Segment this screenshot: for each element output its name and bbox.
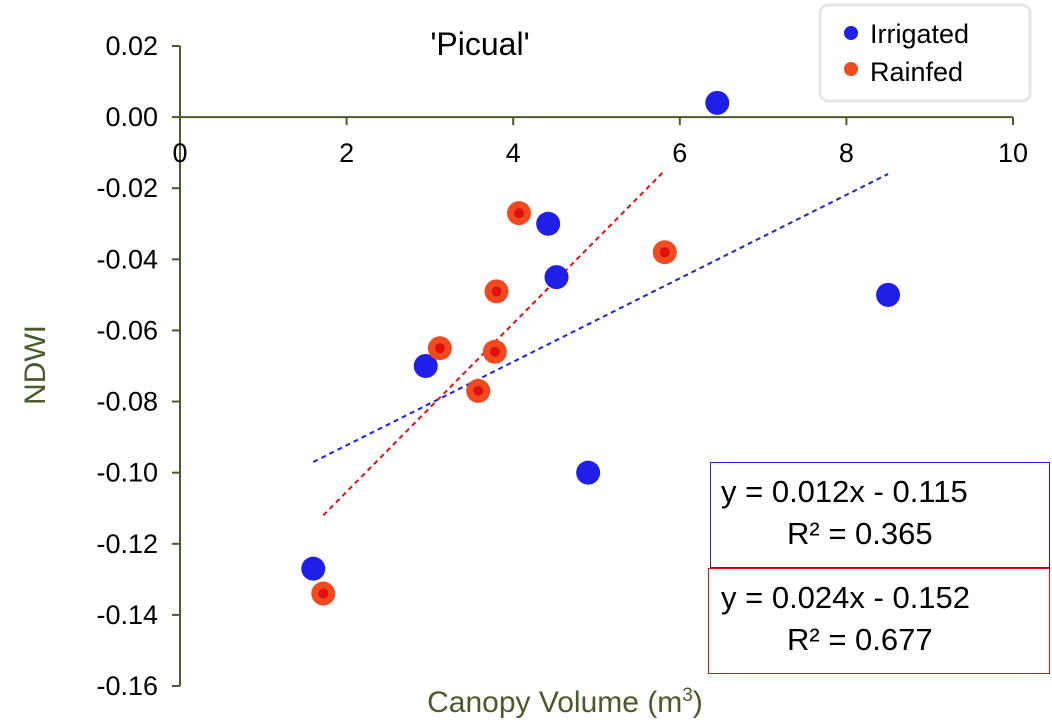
y-tick-label: -0.10 [96,458,158,488]
chart-title: 'Picual' [430,26,529,62]
x-tick-label: 8 [839,138,854,168]
legend-box [818,3,1032,103]
irrigated-equation-box: y = 0.012x - 0.115 R² = 0.365 [710,462,1050,568]
point-irrigated [413,354,438,378]
y-tick-label: 0.00 [105,102,158,132]
tick-labels: 0.02 0.00 -0.02 -0.04 -0.06 -0.08 -0.10 -0.12 -0… [96,31,1028,701]
rainfed-equation-box: y = 0.024x - 0.152 R² = 0.677 [708,568,1050,674]
legend-label-irrigated: Irrigated [870,19,969,49]
x-tick-label: 4 [506,138,521,168]
point-irrigated [576,460,601,485]
x-tick-label: 6 [672,138,687,168]
x-axis-label-superscript: 3 [682,685,693,706]
point-irrigated [544,265,569,290]
legend-label-rainfed: Rainfed [870,57,963,87]
rainfed-r2: R² = 0.677 [787,622,933,657]
rainfed-equation: y = 0.024x - 0.152 [721,580,971,615]
point-core-rainfed [514,208,525,219]
point-irrigated [876,282,901,307]
data-points [301,90,901,606]
y-tick-label: 0.02 [105,31,158,61]
trendline-irrigated [312,173,889,463]
x-tick-label: 10 [998,138,1028,168]
x-axis-label-main: Canopy Volume (m [427,686,682,719]
point-irrigated [536,211,561,236]
point-core-rainfed [318,588,329,599]
point-irrigated [705,90,730,115]
point-core-rainfed [473,385,484,396]
x-tick-label: 0 [172,138,187,168]
point-core-rainfed [659,247,670,258]
y-tick-label: -0.04 [96,244,158,274]
legend-marker-rainfed [844,62,858,76]
legend: Irrigated Rainfed [818,3,1032,103]
y-axis-label: NDWI [19,325,52,405]
trendlines [312,169,889,517]
y-tick-label: -0.16 [96,671,158,701]
x-tick-label: 2 [339,138,354,168]
point-irrigated [301,556,326,581]
y-tick-label: -0.14 [96,600,158,630]
y-tick-label: -0.02 [96,173,158,203]
irrigated-r2: R² = 0.365 [787,516,933,551]
axes [172,45,1014,687]
y-tick-label: -0.08 [96,387,158,417]
legend-marker-irrigated [844,26,858,40]
y-tick-label: -0.06 [96,315,158,345]
point-core-rainfed [434,343,445,354]
irrigated-equation: y = 0.012x - 0.115 [721,474,968,509]
x-axis-label: Canopy Volume (m3) [427,685,703,719]
x-axis-label-tail: ) [693,686,703,719]
point-core-rainfed [489,346,500,357]
y-tick-label: -0.12 [96,529,158,559]
point-core-rainfed [491,286,502,297]
